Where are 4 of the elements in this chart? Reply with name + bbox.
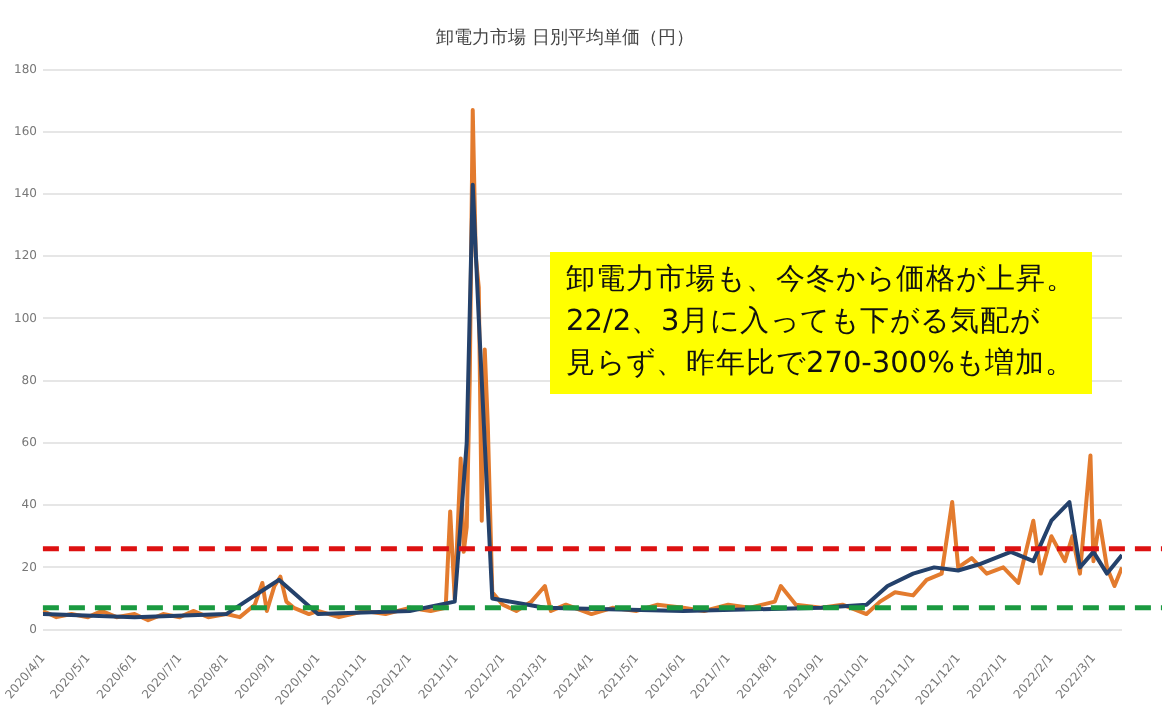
chart-title: 卸電力市場 日別平均単価（円） <box>436 27 694 50</box>
annotation: 見らず、昨年比で270-300%も増加。 <box>566 345 1076 384</box>
annotation: 卸電力市場も、今冬から価格が上昇。 <box>566 261 1076 300</box>
annotation: 22/2、3月に入っても下がる気配が <box>566 304 1042 342</box>
